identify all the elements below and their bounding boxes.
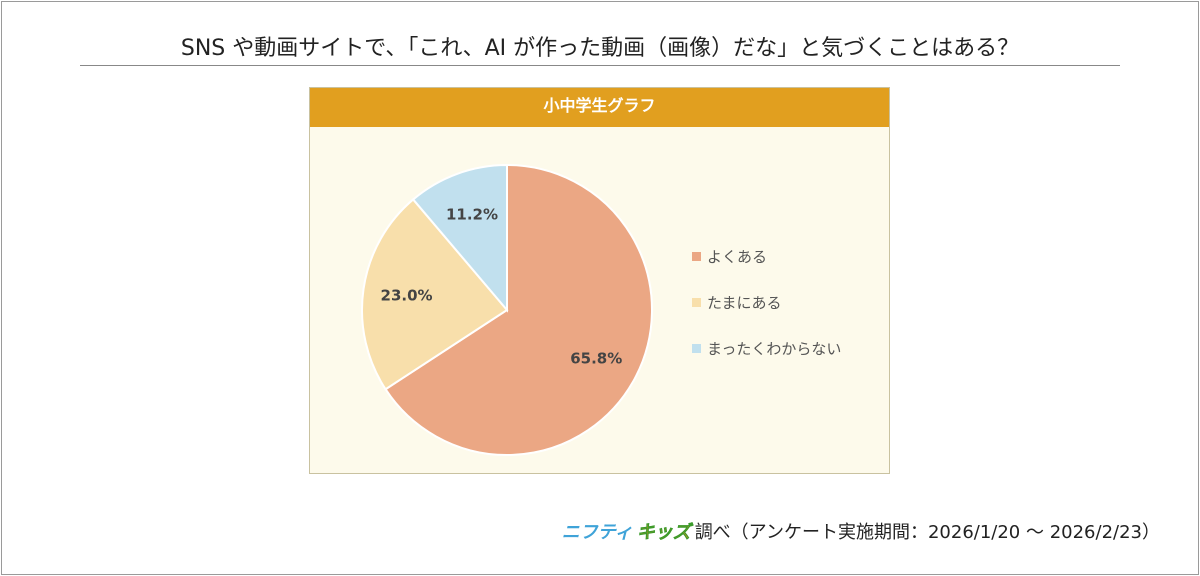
legend-label: まったくわからない	[707, 339, 842, 358]
legend-swatch	[692, 251, 701, 261]
legend-item: たまにある	[692, 279, 841, 325]
legend-item: まったくわからない	[692, 325, 841, 371]
survey-note: 調べ（アンケート実施期間：2026/1/20 〜 2026/2/23）	[694, 522, 1160, 543]
legend-swatch	[692, 343, 701, 353]
footer: ニフティ キッズ 調べ（アンケート実施期間：2026/1/20 〜 2026/2…	[562, 518, 1160, 544]
data-label: 23.0%	[381, 286, 433, 304]
pie-slice	[411, 163, 508, 313]
logo-nifty: ニフティ	[561, 522, 633, 543]
pie-slice	[361, 198, 509, 391]
data-label: 11.2%	[446, 206, 498, 224]
page-title: SNS や動画サイトで、「これ、AI が作った動画（画像）だな」と気づくことはあ…	[180, 36, 1020, 61]
pie-chart: 65.8% 23.0% 11.2%	[361, 163, 653, 456]
legend-swatch	[692, 297, 701, 307]
chart-title: 小中学生グラフ	[310, 88, 889, 127]
pie-slice	[384, 163, 653, 456]
chart-panel: 小中学生グラフ 65.8% 23.0% 11.2% よくある たまにある まったくわ…	[309, 87, 890, 474]
logo-kids: キッズ	[636, 522, 691, 544]
legend-label: よくある	[707, 247, 768, 266]
legend-item: よくある	[692, 233, 841, 279]
data-label: 65.8%	[570, 349, 622, 367]
legend-label: たまにある	[707, 293, 782, 312]
legend: よくある たまにある まったくわからない	[692, 233, 841, 371]
title-divider	[80, 65, 1120, 66]
